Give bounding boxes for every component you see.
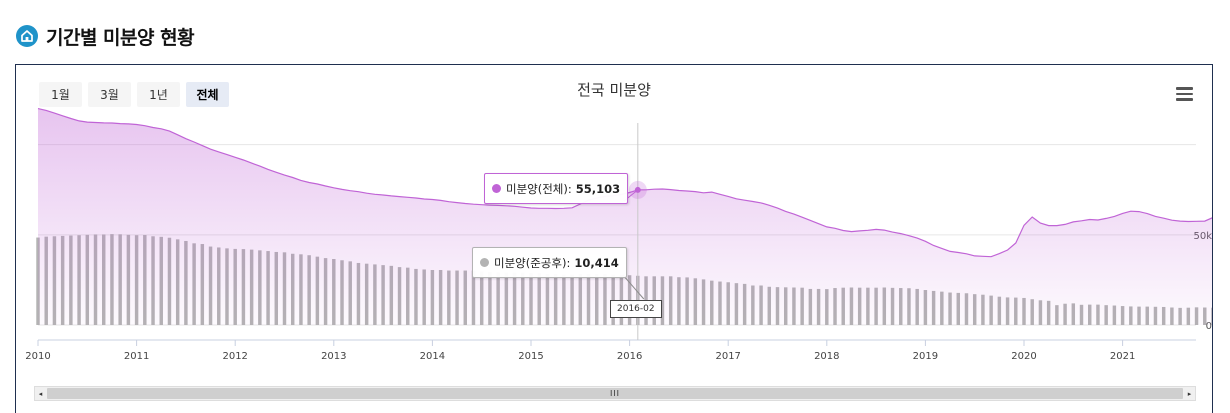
x-tick-label: 2020: [1011, 351, 1036, 362]
y-tick-label: 0: [1206, 321, 1212, 332]
range-button-all[interactable]: 전체: [186, 82, 229, 107]
tooltip-total-value: 55,103: [575, 181, 621, 196]
x-tick-label: 2012: [222, 351, 247, 362]
x-tick-label: 2018: [814, 351, 839, 362]
tooltip-completed-value: 10,414: [574, 255, 619, 270]
range-selector: 1월 3월 1년 전체: [39, 82, 229, 107]
x-tick-label: 2014: [420, 351, 445, 362]
area-line[interactable]: [37, 108, 1212, 300]
section-header: 기간별 미분양 현황: [16, 22, 195, 50]
x-tick-label: 2011: [124, 351, 149, 362]
range-button-3m[interactable]: 3월: [88, 82, 131, 107]
x-tick-label: 2016: [617, 351, 642, 362]
scroll-thumb[interactable]: III: [47, 388, 1183, 399]
chart-container: 050k201020112012201320142015201620172018…: [15, 64, 1213, 413]
series-dot-icon: [492, 184, 501, 193]
scroll-left-arrow-icon[interactable]: ◂: [38, 389, 43, 398]
x-tick-label: 2015: [518, 351, 543, 362]
tooltip-connector: [622, 274, 645, 300]
x-tick-label: 2010: [25, 351, 50, 362]
tooltip-total-label: 미분양(전체):: [506, 181, 572, 196]
range-button-1y[interactable]: 1년: [137, 82, 180, 107]
navigator-scrollbar[interactable]: ◂ III ▸: [34, 386, 1196, 401]
tooltip-completed-label: 미분양(준공후):: [494, 255, 571, 270]
chart-plot[interactable]: 050k201020112012201320142015201620172018…: [16, 65, 1212, 385]
series-dot-icon: [480, 258, 489, 267]
page-title: 기간별 미분양 현황: [46, 26, 195, 49]
x-tick-label: 2013: [321, 351, 346, 362]
x-tick-label: 2017: [715, 351, 740, 362]
crosshair-date-label: 2016-02: [610, 300, 662, 318]
tooltip-completed: 미분양(준공후): 10,414: [472, 247, 627, 278]
hamburger-menu-icon[interactable]: [1176, 87, 1193, 101]
chart-title: 전국 미분양: [577, 81, 651, 99]
tooltip-total: 미분양(전체): 55,103: [484, 173, 629, 204]
area-fill: [38, 108, 1212, 325]
range-button-1m[interactable]: 1월: [39, 82, 82, 107]
x-tick-label: 2021: [1110, 351, 1135, 362]
scroll-right-arrow-icon[interactable]: ▸: [1187, 389, 1192, 398]
home-icon: [16, 25, 38, 47]
x-tick-label: 2019: [913, 351, 938, 362]
